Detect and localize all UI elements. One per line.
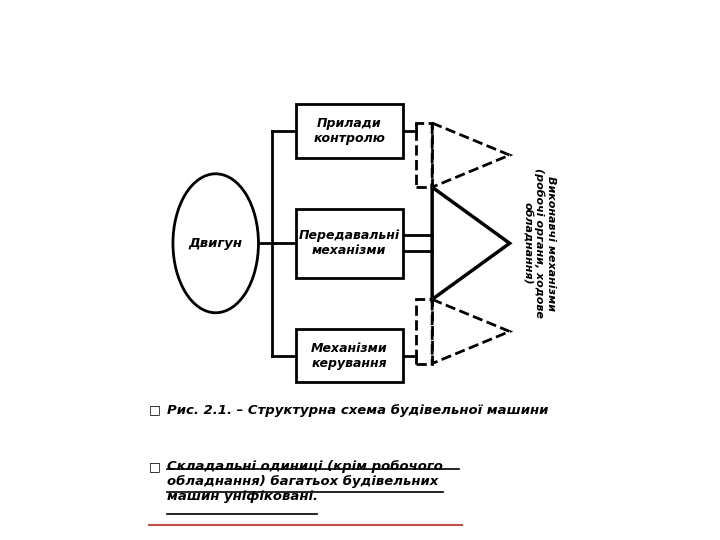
Text: Складальні одиниці (крім робочого
обладнання) багатьох будівельних
машин уніфіко: Складальні одиниці (крім робочого обладн… <box>166 460 442 503</box>
FancyBboxPatch shape <box>296 208 402 278</box>
Text: Двигун: Двигун <box>189 237 243 250</box>
Text: □: □ <box>149 403 161 417</box>
Text: Прилади
контролю: Прилади контролю <box>313 117 385 145</box>
Text: Передавальні
механізми: Передавальні механізми <box>299 230 400 257</box>
FancyBboxPatch shape <box>296 104 402 158</box>
Ellipse shape <box>173 174 258 313</box>
Bar <box>416 123 432 187</box>
Text: □: □ <box>149 460 161 472</box>
Text: Механізми
керування: Механізми керування <box>311 341 387 369</box>
Bar <box>416 299 432 363</box>
Text: Виконавчі механізми
(робочі органи, ходове
обладнання): Виконавчі механізми (робочі органи, ходо… <box>522 168 556 318</box>
FancyBboxPatch shape <box>296 329 402 382</box>
Text: Рис. 2.1. – Структурна схема будівельної машини: Рис. 2.1. – Структурна схема будівельної… <box>166 403 548 417</box>
